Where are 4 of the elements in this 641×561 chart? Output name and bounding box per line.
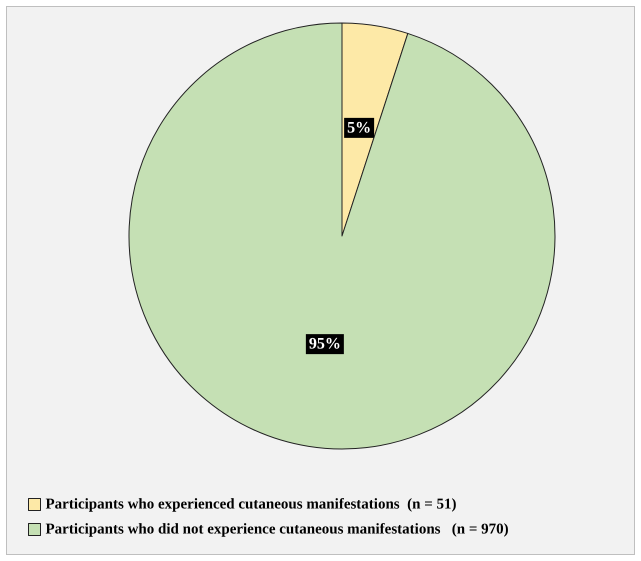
legend-label: Participants who experienced cutaneous manifestations (n = 51) — [46, 496, 457, 512]
legend-label: Participants who did not experience cutaneous manifestations (n = 970) — [46, 522, 509, 538]
data-label: 5% — [347, 119, 372, 136]
data-label: 95% — [308, 336, 341, 353]
